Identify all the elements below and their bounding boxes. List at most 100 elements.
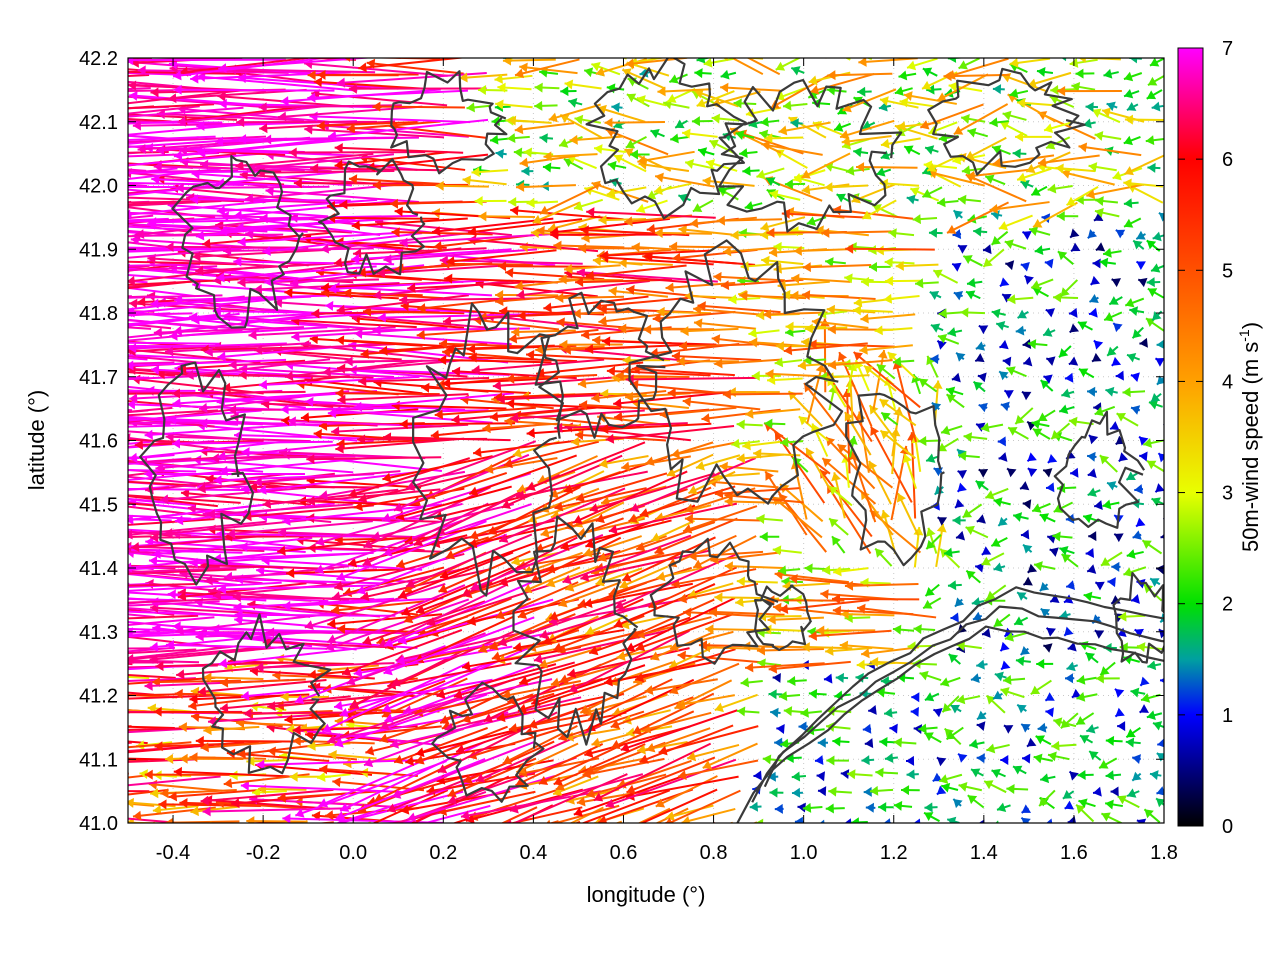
wind-vector bbox=[246, 816, 308, 823]
wind-vector bbox=[511, 326, 576, 337]
wind-vector bbox=[128, 583, 198, 587]
wind-vector bbox=[1132, 530, 1142, 540]
wind-vector bbox=[763, 309, 828, 320]
wind-vector bbox=[936, 785, 947, 796]
wind-vector bbox=[128, 565, 193, 571]
wind-vector bbox=[217, 584, 379, 595]
wind-vector bbox=[701, 408, 781, 424]
wind-vector bbox=[980, 422, 1004, 433]
wind-vector bbox=[1126, 352, 1141, 363]
wind-vector bbox=[1088, 307, 1098, 318]
wind-vector bbox=[814, 755, 824, 766]
wind-vector bbox=[128, 597, 193, 602]
wind-vector bbox=[545, 565, 599, 588]
wind-vector bbox=[901, 785, 920, 796]
wind-vector bbox=[1038, 789, 1056, 807]
wind-vector bbox=[844, 612, 871, 623]
wind-vector bbox=[1134, 484, 1144, 495]
wind-vector bbox=[832, 593, 920, 604]
wind-vector bbox=[341, 629, 463, 677]
wind-vector bbox=[794, 816, 804, 823]
wind-vector bbox=[516, 280, 650, 300]
wind-vector bbox=[996, 802, 1011, 813]
wind-vector bbox=[1047, 453, 1058, 464]
wind-vector bbox=[965, 569, 981, 584]
wind-vector bbox=[1064, 800, 1075, 810]
wind-vector bbox=[335, 437, 465, 454]
wind-vector bbox=[515, 743, 604, 787]
wind-vector bbox=[981, 546, 992, 556]
wind-vector bbox=[128, 565, 263, 574]
wind-vector bbox=[1078, 367, 1095, 379]
wind-vector bbox=[1156, 339, 1164, 349]
wind-vector bbox=[602, 336, 717, 347]
wind-vector bbox=[152, 536, 313, 559]
wind-vector bbox=[671, 441, 739, 459]
wind-vector bbox=[1105, 799, 1123, 810]
wind-vector bbox=[972, 380, 986, 393]
wind-vector bbox=[391, 740, 536, 799]
wind-vector bbox=[190, 805, 240, 817]
wind-vector bbox=[764, 470, 808, 536]
wind-vector bbox=[952, 515, 966, 526]
wind-vector bbox=[326, 584, 466, 644]
wind-vector bbox=[976, 710, 987, 721]
wind-vector bbox=[1156, 752, 1164, 762]
wind-vector bbox=[1039, 581, 1050, 592]
wind-vector bbox=[1111, 356, 1122, 367]
wind-vector bbox=[1077, 769, 1094, 780]
wind-vector bbox=[399, 419, 516, 430]
wind-vector bbox=[1020, 723, 1031, 733]
wind-vector bbox=[678, 582, 759, 604]
wind-vector bbox=[705, 624, 763, 635]
wind-vector bbox=[128, 501, 286, 525]
wind-vector bbox=[749, 801, 762, 812]
wind-vector bbox=[150, 295, 312, 309]
wind-vector bbox=[997, 516, 1008, 527]
wind-vector bbox=[1143, 808, 1161, 823]
wind-vector bbox=[972, 611, 983, 621]
wind-vector bbox=[615, 371, 690, 382]
wind-vector bbox=[963, 432, 988, 443]
wind-vector bbox=[711, 334, 784, 348]
wind-vector bbox=[822, 565, 851, 576]
wind-vector bbox=[956, 482, 967, 493]
wind-vector bbox=[258, 375, 420, 390]
wind-vector bbox=[584, 725, 691, 758]
wind-vector bbox=[620, 709, 738, 753]
wind-vector bbox=[189, 693, 310, 705]
wind-vector bbox=[970, 673, 982, 684]
wind-vector bbox=[249, 481, 379, 492]
x-tick-label: 1.2 bbox=[880, 842, 908, 864]
wind-vector bbox=[128, 286, 196, 298]
wind-vector bbox=[519, 647, 628, 686]
wind-vector bbox=[935, 523, 947, 568]
wind-vector bbox=[947, 580, 962, 591]
wind-vector bbox=[995, 820, 1006, 823]
wind-vector bbox=[608, 286, 669, 298]
wind-vector bbox=[621, 536, 716, 582]
wind-vector bbox=[128, 758, 149, 761]
wind-vector bbox=[585, 343, 695, 355]
wind-vector bbox=[1130, 594, 1140, 604]
wind-vector bbox=[1111, 561, 1121, 572]
wind-vector bbox=[1152, 721, 1164, 731]
wind-vector bbox=[1070, 467, 1079, 478]
wind-vector bbox=[445, 518, 535, 560]
wind-vector bbox=[1076, 691, 1098, 702]
wind-vector bbox=[160, 788, 237, 799]
wind-vector bbox=[128, 741, 192, 749]
wind-vector bbox=[1030, 679, 1052, 696]
wind-vector bbox=[128, 646, 175, 653]
wind-vector bbox=[1007, 426, 1029, 440]
wind-vector bbox=[1100, 812, 1122, 823]
wind-vector bbox=[861, 755, 875, 766]
wind-vector bbox=[957, 469, 967, 479]
wind-vector bbox=[558, 581, 622, 608]
wind-vector bbox=[379, 677, 516, 731]
wind-vector bbox=[1064, 673, 1075, 684]
wind-vector bbox=[360, 568, 489, 602]
y-tick-label: 41.4 bbox=[79, 558, 118, 580]
wind-vector bbox=[697, 301, 781, 314]
wind-vector bbox=[128, 471, 153, 477]
